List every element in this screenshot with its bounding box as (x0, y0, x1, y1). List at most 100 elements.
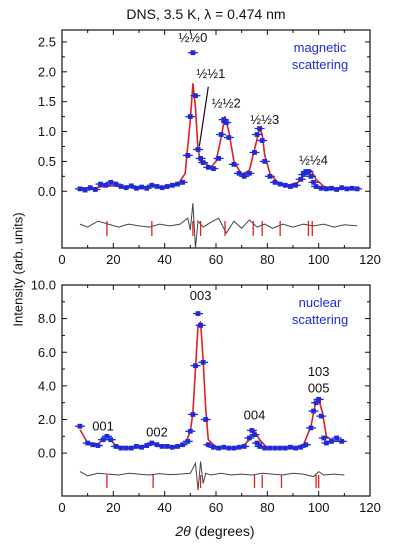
data-point-marker (108, 437, 114, 443)
y-tick-label: 2.0 (38, 412, 56, 427)
data-point-marker (329, 438, 334, 444)
data-point (141, 185, 152, 191)
data-point (326, 438, 337, 444)
data-point-marker (354, 186, 360, 192)
x-tick-label: 0 (58, 252, 65, 267)
data-point (101, 433, 112, 439)
data-point (105, 437, 116, 443)
data-point (308, 408, 319, 414)
data-point-marker (288, 444, 293, 450)
data-point (239, 444, 250, 449)
data-point (252, 132, 263, 137)
y-tick-label: 4.0 (38, 378, 56, 393)
data-point-marker (95, 443, 101, 448)
data-point-marker (241, 173, 247, 179)
data-point-marker (118, 445, 124, 451)
data-point-marker (159, 185, 165, 191)
data-point-marker (180, 179, 186, 185)
data-point (187, 412, 198, 417)
y-tick-label: 0.5 (38, 154, 56, 169)
x-tick-label: 100 (308, 252, 330, 267)
peak-leader-line (198, 86, 209, 147)
data-point-marker (246, 170, 252, 176)
y-tick-label: 1.5 (38, 94, 56, 109)
data-point-marker (252, 432, 257, 438)
data-point-marker (190, 50, 196, 56)
magnetic-panel: 0 20 40 60 80 100 120 0.0 0.5 1.0 1.5 2.0 2.5 ½½0 ½½1 ½… (38, 29, 381, 267)
data-point-marker (226, 135, 232, 140)
data-point (352, 186, 363, 192)
x-tick-label: 20 (106, 500, 120, 515)
data-point-marker (139, 184, 144, 190)
data-point (300, 442, 311, 448)
peak-label: ½½0 (178, 30, 207, 45)
data-point (244, 435, 255, 441)
data-point-marker (87, 185, 93, 191)
data-point-marker (185, 438, 191, 444)
data-point (193, 147, 204, 152)
fit-line (79, 321, 345, 449)
data-point (195, 156, 206, 161)
data-point-marker (190, 412, 196, 417)
data-point-marker (92, 187, 98, 192)
data-point-marker (288, 184, 293, 189)
panel-annotation: nuclear (299, 295, 342, 310)
x-tick-label: 40 (157, 252, 171, 267)
data-point (264, 173, 275, 179)
data-point-marker (195, 311, 201, 316)
data-point (318, 435, 329, 441)
data-point-marker (323, 186, 329, 192)
data-point-marker (108, 179, 114, 185)
data-point (213, 156, 224, 161)
data-point-marker (113, 444, 119, 449)
data-point-marker (164, 444, 170, 449)
data-point-marker (169, 182, 175, 188)
peak-label: 103 (308, 364, 330, 379)
data-point-marker (175, 444, 180, 449)
y-tick-label: 10.0 (31, 278, 56, 293)
peak-label: ½½4 (299, 152, 328, 167)
data-point-marker (231, 161, 237, 167)
data-point-marker (267, 173, 273, 179)
data-point-marker (193, 363, 198, 369)
data-point-marker (293, 182, 298, 188)
data-point-marker (262, 158, 268, 164)
data-point-marker (85, 440, 91, 446)
y-tick-label: 1.0 (38, 124, 56, 139)
y-tick-label: 2.0 (38, 64, 56, 79)
data-point-marker (221, 444, 227, 450)
data-point (254, 126, 265, 131)
data-point-marker (306, 169, 311, 174)
data-point (316, 413, 327, 419)
data-point (185, 428, 196, 434)
data-point (100, 182, 111, 188)
data-point-marker (90, 442, 96, 448)
data-point (249, 150, 260, 155)
data-point (223, 135, 234, 140)
data-point-marker (318, 413, 324, 419)
data-point (221, 120, 232, 125)
data-point-marker (349, 185, 355, 191)
x-tick-label: 0 (58, 500, 65, 515)
data-point (198, 359, 209, 365)
data-point-marker (321, 435, 327, 441)
data-point-marker (257, 444, 263, 449)
data-point-marker (128, 183, 134, 189)
data-point-marker (236, 444, 242, 450)
data-point-marker (277, 445, 283, 451)
data-point-marker (216, 156, 221, 161)
data-point-marker (195, 147, 201, 152)
difference-line (79, 461, 345, 491)
data-point-marker (334, 187, 340, 192)
data-point-marker (187, 428, 193, 434)
data-point-marker (100, 437, 106, 443)
data-point-marker (339, 438, 345, 444)
data-point (200, 417, 211, 422)
figure-title: DNS, 3.5 K, λ = 0.474 nm (126, 6, 286, 22)
data-point-marker (198, 322, 203, 328)
peak-label: 003 (190, 288, 212, 303)
x-tick-label: 60 (209, 252, 223, 267)
data-point-marker (118, 184, 124, 189)
data-point-marker (203, 417, 209, 422)
